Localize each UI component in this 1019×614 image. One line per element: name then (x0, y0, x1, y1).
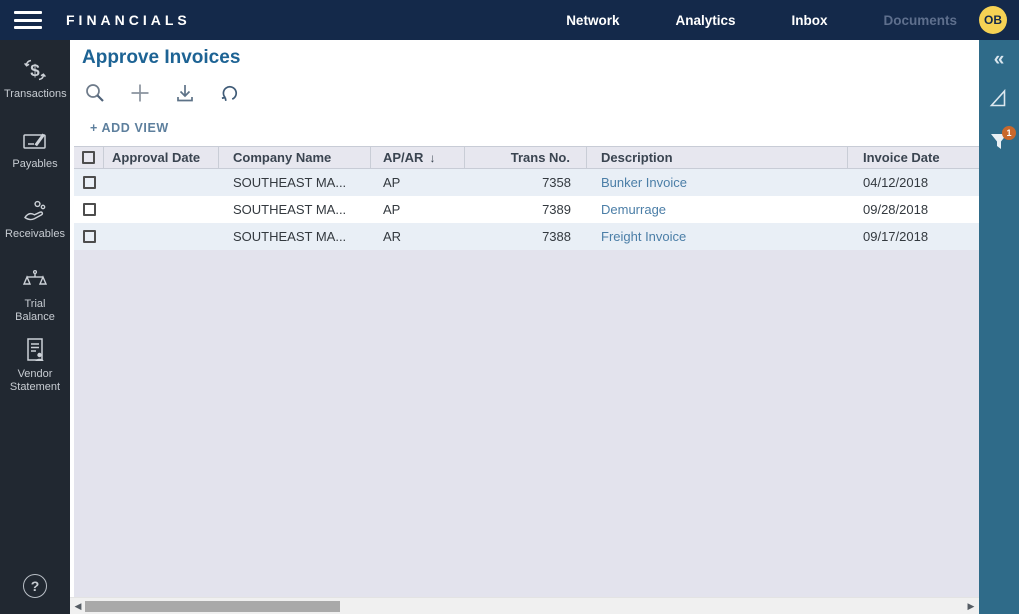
trial-balance-icon (21, 264, 49, 294)
search-icon[interactable] (84, 82, 106, 104)
payables-icon (21, 124, 49, 154)
vendor-statement-icon (21, 334, 49, 364)
column-header-trans-no[interactable]: Trans No. (465, 147, 587, 168)
help-icon[interactable]: ? (23, 574, 47, 598)
undo-icon[interactable] (219, 82, 241, 104)
app-title: FINANCIALS (66, 12, 191, 28)
page-title: Approve Invoices (82, 47, 241, 68)
right-utility-rail: « 1 (979, 40, 1019, 614)
cell-approval-date (104, 223, 219, 250)
sidebar-item-payables[interactable]: Payables (0, 124, 70, 193)
select-all-checkbox[interactable] (82, 151, 95, 164)
column-header-company-name[interactable]: Company Name (219, 147, 371, 168)
cell-approval-date (104, 169, 219, 196)
hamburger-menu-icon[interactable] (14, 11, 42, 29)
add-icon[interactable] (129, 82, 151, 104)
cell-invoice-date: 09/28/2018 (863, 202, 929, 217)
table-row[interactable]: SOUTHEAST MA... AR 7388 Freight Invoice … (74, 223, 979, 250)
user-avatar[interactable]: OB (979, 6, 1007, 34)
nav-item-network[interactable]: Network (566, 12, 620, 28)
table-row[interactable]: SOUTHEAST MA... AP 7389 Demurrage 09/28/… (74, 196, 979, 223)
filter-icon[interactable]: 1 (989, 126, 1016, 156)
scroll-right-arrow-icon[interactable]: ▶ (967, 600, 975, 611)
grid-empty-area (74, 250, 979, 597)
cell-company-name: SOUTHEAST MA... (233, 175, 347, 190)
sidebar-item-label: Trial Balance (15, 298, 55, 323)
row-checkbox[interactable] (82, 203, 96, 216)
table-body: SOUTHEAST MA... AP 7358 Bunker Invoice 0… (74, 169, 979, 250)
nav-item-analytics[interactable]: Analytics (675, 12, 736, 28)
description-link[interactable]: Bunker Invoice (601, 175, 687, 190)
cell-invoice-date: 04/12/2018 (863, 175, 929, 190)
cell-trans-no: 7389 (542, 202, 571, 217)
nav-item-inbox[interactable]: Inbox (791, 12, 828, 28)
cell-ap-ar: AP (383, 202, 401, 217)
main-content: Approve Invoices + ADD (70, 40, 979, 614)
top-navbar: FINANCIALS Network Analytics Inbox Docum… (0, 0, 1019, 40)
cell-ap-ar: AR (383, 229, 402, 244)
column-header-ap-ar[interactable]: AP/AR ↓ (371, 147, 465, 168)
sidebar-item-label: Transactions (4, 88, 67, 100)
sidebar-item-label: Receivables (5, 228, 65, 240)
scroll-left-arrow-icon[interactable]: ◀ (74, 600, 82, 611)
toolbar (84, 82, 979, 104)
navbar-items: Network Analytics Inbox Documents (566, 13, 957, 28)
sidebar-item-receivables[interactable]: Receivables (0, 194, 70, 263)
sidebar-item-transactions[interactable]: $ Transactions (0, 54, 70, 123)
row-checkbox[interactable] (82, 176, 96, 189)
cell-trans-no: 7388 (542, 229, 571, 244)
cell-approval-date (104, 196, 219, 223)
set-square-icon[interactable] (988, 88, 1010, 115)
sidebar-item-label: Payables (12, 158, 58, 170)
column-header-approval-date[interactable]: Approval Date (104, 147, 219, 168)
nav-item-documents[interactable]: Documents (883, 12, 957, 28)
receivables-icon (21, 194, 49, 224)
description-link[interactable]: Demurrage (601, 202, 667, 217)
column-header-description[interactable]: Description (587, 147, 848, 168)
filter-badge: 1 (1002, 126, 1016, 140)
sidebar-item-label: Vendor Statement (9, 368, 61, 393)
sort-desc-icon: ↓ (429, 150, 436, 165)
add-view-button[interactable]: + ADD VIEW (90, 121, 169, 135)
sidebar-item-vendor-statement[interactable]: Vendor Statement (0, 334, 70, 403)
left-sidebar: $ Transactions Payables (0, 40, 70, 614)
column-header-invoice-date[interactable]: Invoice Date (863, 150, 940, 165)
cell-company-name: SOUTHEAST MA... (233, 202, 347, 217)
invoices-table: Approval Date Company Name AP/AR ↓ Trans… (74, 146, 979, 250)
sidebar-item-trial-balance[interactable]: Trial Balance (0, 264, 70, 333)
description-link[interactable]: Freight Invoice (601, 229, 687, 244)
horizontal-scrollbar[interactable]: ◀ ▶ (70, 597, 979, 614)
table-row[interactable]: SOUTHEAST MA... AP 7358 Bunker Invoice 0… (74, 169, 979, 196)
table-header-row: Approval Date Company Name AP/AR ↓ Trans… (74, 146, 979, 169)
cell-invoice-date: 09/17/2018 (863, 229, 929, 244)
scrollbar-thumb[interactable] (85, 601, 340, 612)
row-checkbox[interactable] (82, 230, 96, 243)
transactions-icon: $ (21, 54, 49, 84)
download-icon[interactable] (174, 82, 196, 104)
collapse-panel-icon[interactable]: « (993, 49, 1005, 70)
cell-ap-ar: AP (383, 175, 401, 190)
svg-text:$: $ (30, 61, 40, 80)
cell-company-name: SOUTHEAST MA... (233, 229, 347, 244)
cell-trans-no: 7358 (542, 175, 571, 190)
